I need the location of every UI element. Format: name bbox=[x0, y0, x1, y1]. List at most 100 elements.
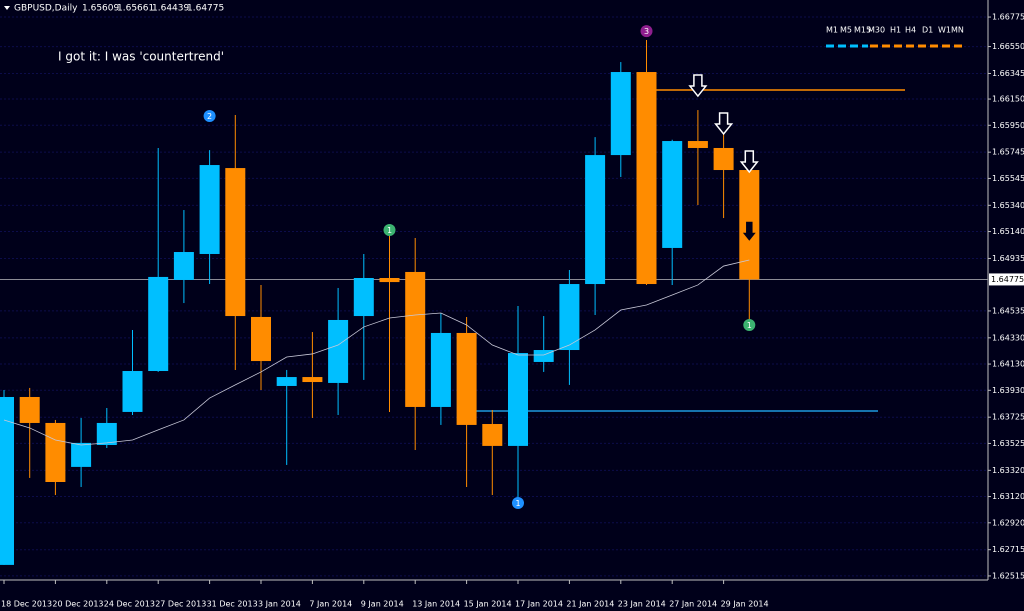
signal-arrow bbox=[739, 220, 759, 244]
candle-body bbox=[251, 316, 271, 362]
x-tick-label: 31 Dec 2013 bbox=[207, 600, 258, 609]
x-tick-label: 27 Dec 2013 bbox=[155, 600, 206, 609]
y-tick-label: 1.63120 bbox=[992, 492, 1024, 501]
candle-body bbox=[713, 147, 734, 171]
x-tick-label: 23 Jan 2014 bbox=[618, 600, 666, 609]
timeframe[interactable]: M5 bbox=[840, 26, 852, 35]
wave-marker bbox=[640, 25, 653, 38]
y-tick-label: 1.64330 bbox=[992, 333, 1024, 342]
wave-marker bbox=[203, 109, 216, 122]
candle-body bbox=[96, 422, 117, 446]
y-tick-label: 1.65745 bbox=[992, 148, 1024, 157]
y-tick-label: 1.66345 bbox=[992, 69, 1024, 78]
timeframe[interactable]: M1 bbox=[826, 26, 838, 35]
menu-icon bbox=[4, 6, 10, 10]
candle-body bbox=[173, 252, 194, 280]
y-tick-label: 1.66150 bbox=[992, 95, 1024, 104]
wave-marker bbox=[512, 496, 524, 509]
candle-body bbox=[71, 442, 92, 467]
candle-body bbox=[687, 141, 708, 148]
candle-body bbox=[430, 332, 451, 407]
x-tick-label: 18 Dec 2013 bbox=[1, 600, 52, 609]
timeframe[interactable]: H4 bbox=[905, 26, 916, 35]
y-tick-label: 1.66550 bbox=[992, 42, 1024, 51]
candle-body bbox=[559, 284, 580, 351]
wave-marker bbox=[743, 318, 756, 331]
wave-marker-label: 2 bbox=[207, 112, 212, 121]
y-tick-label: 1.65140 bbox=[992, 227, 1024, 236]
candle-body bbox=[585, 155, 606, 285]
y-tick-label: 1.64535 bbox=[992, 306, 1024, 315]
timeframe[interactable]: M30 bbox=[868, 26, 885, 35]
x-tick-label: 7 Jan 2014 bbox=[309, 600, 352, 609]
timeframe[interactable]: H1 bbox=[890, 26, 901, 35]
y-tick-label: 1.62715 bbox=[992, 545, 1024, 554]
moving-average bbox=[3, 259, 750, 446]
wave-marker-label: 1 bbox=[747, 321, 752, 330]
timeframe[interactable]: W1 bbox=[938, 26, 951, 35]
wave-marker-label: 3 bbox=[644, 27, 649, 36]
y-tick-label: 1.65340 bbox=[992, 201, 1024, 210]
candle-body bbox=[662, 141, 683, 248]
header-high: 1.65661 bbox=[117, 4, 154, 14]
y-tick-label: 1.64935 bbox=[992, 254, 1024, 263]
y-tick-label: 1.63725 bbox=[992, 413, 1024, 422]
y-tick-label: 1.64130 bbox=[992, 360, 1024, 369]
x-tick-label: 9 Jan 2014 bbox=[361, 600, 404, 609]
candle-body bbox=[276, 377, 297, 386]
header-close: 1.64775 bbox=[187, 4, 224, 14]
header-open: 1.65609 bbox=[82, 4, 119, 14]
candle-body bbox=[148, 276, 169, 372]
candle-body bbox=[19, 396, 40, 423]
x-tick-label: 24 Dec 2013 bbox=[104, 600, 155, 609]
x-tick-label: 15 Jan 2014 bbox=[464, 600, 512, 609]
candle-body bbox=[636, 72, 657, 285]
y-tick-label: 1.66775 bbox=[992, 13, 1024, 22]
signal-arrow bbox=[688, 74, 708, 98]
timeframe[interactable]: MN bbox=[951, 26, 964, 35]
candle-body bbox=[353, 277, 374, 317]
candle-body bbox=[610, 72, 631, 156]
candle-body bbox=[405, 271, 426, 407]
x-tick-label: 27 Jan 2014 bbox=[669, 600, 717, 609]
candle-body bbox=[302, 377, 323, 383]
header: GBPUSD,Daily bbox=[4, 4, 78, 14]
y-tick-label: 1.62920 bbox=[992, 518, 1024, 527]
candle-body bbox=[328, 319, 349, 383]
wave-marker bbox=[383, 223, 396, 236]
candle-body bbox=[482, 424, 503, 446]
x-tick-label: 21 Jan 2014 bbox=[566, 600, 614, 609]
y-tick-label: 1.62515 bbox=[992, 571, 1024, 580]
y-tick-label: 1.65545 bbox=[992, 174, 1024, 183]
symbol: GBPUSD,Daily bbox=[14, 4, 78, 14]
timeframe[interactable]: D1 bbox=[922, 26, 933, 35]
candle-body bbox=[379, 277, 400, 283]
candle-body bbox=[199, 165, 220, 254]
y-tick-label: 1.63320 bbox=[992, 466, 1024, 475]
x-tick-label: 13 Jan 2014 bbox=[412, 600, 460, 609]
candle-body bbox=[456, 332, 477, 425]
candle-body bbox=[122, 371, 143, 412]
x-tick-label: 29 Jan 2014 bbox=[721, 600, 769, 609]
x-tick-label: 20 Dec 2013 bbox=[52, 600, 103, 609]
current-price-label: 1.64775 bbox=[991, 275, 1024, 284]
annotation: I got it: I was 'countertrend' bbox=[58, 50, 224, 64]
candle-body bbox=[225, 168, 246, 317]
wave-marker-label: 1 bbox=[387, 226, 392, 235]
candle-body bbox=[45, 422, 66, 482]
candle-body bbox=[0, 396, 14, 565]
header-low: 1.64439 bbox=[152, 4, 189, 14]
y-tick-label: 1.65950 bbox=[992, 121, 1024, 130]
signal-arrow bbox=[714, 112, 734, 136]
x-tick-label: 3 Jan 2014 bbox=[258, 600, 301, 609]
x-tick-label: 17 Jan 2014 bbox=[515, 600, 563, 609]
y-tick-label: 1.63930 bbox=[992, 386, 1024, 395]
wave-marker-label: 1 bbox=[515, 499, 520, 508]
y-tick-label: 1.63525 bbox=[992, 439, 1024, 448]
candle-body bbox=[533, 350, 554, 362]
signal-arrow bbox=[739, 150, 759, 174]
timeframe[interactable]: M15 bbox=[854, 26, 871, 35]
current-price-box bbox=[989, 273, 1024, 286]
